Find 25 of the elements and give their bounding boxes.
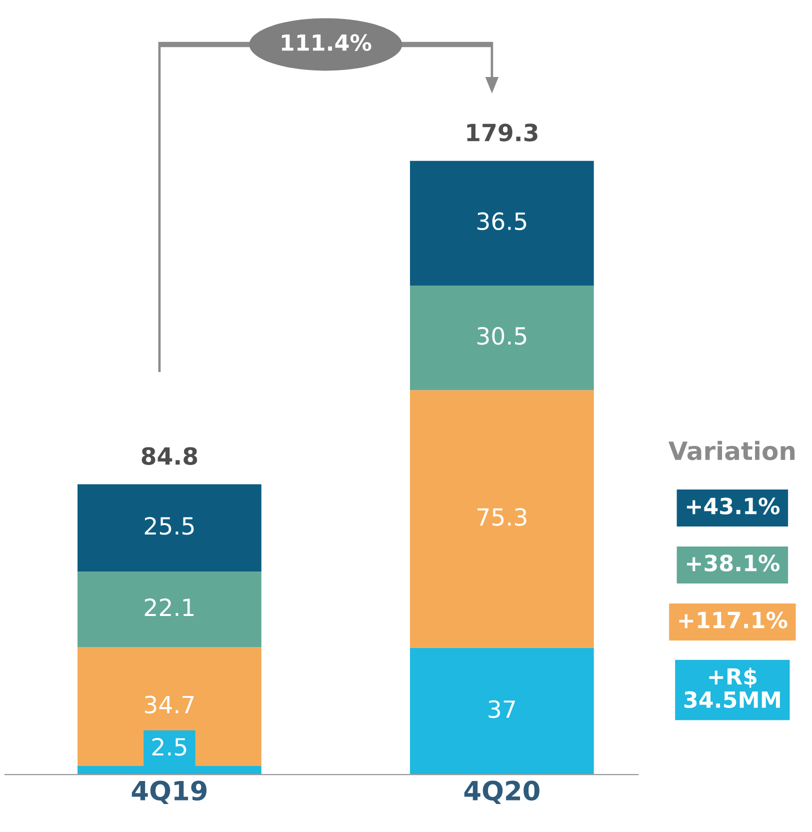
bar — [78, 647, 262, 766]
bar — [410, 648, 594, 775]
bar — [78, 572, 262, 648]
text: +38.1% — [686, 554, 780, 572]
data-label: 34.7 — [144, 696, 194, 714]
data-label: 2.5 — [152, 738, 186, 756]
text: +R$ 34.5MM — [684, 668, 780, 708]
x-tick-label: 4Q20 — [464, 780, 540, 804]
data-label: 36.5 — [477, 212, 526, 230]
bar — [78, 484, 262, 572]
total-label: 179.3 — [467, 124, 538, 142]
x-tick-label: 4Q19 — [132, 780, 207, 804]
total-label: 84.8 — [142, 447, 198, 465]
text: 111.4% — [282, 34, 372, 51]
data-label: 75.3 — [478, 508, 526, 526]
data-label: 25.5 — [144, 516, 194, 535]
bar — [410, 160, 594, 286]
bar — [410, 390, 594, 648]
data-label: 30.5 — [477, 326, 526, 345]
text: +117.1% — [679, 612, 788, 628]
text: Variation — [668, 440, 795, 460]
bar — [410, 286, 594, 390]
text: +43.1% — [686, 498, 780, 514]
data-label: 37 — [488, 700, 515, 718]
data-label: 22.1 — [144, 598, 194, 616]
